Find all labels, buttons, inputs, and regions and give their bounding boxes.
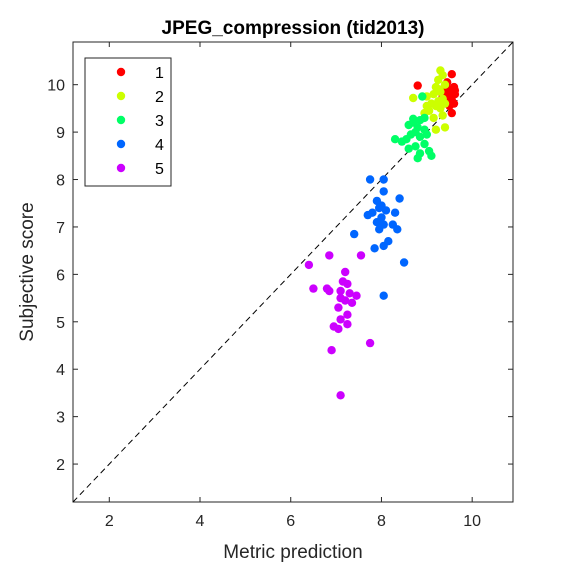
data-point: [375, 203, 384, 213]
data-point: [363, 210, 372, 220]
x-tick-label: 6: [286, 513, 295, 530]
y-tick-label: 5: [56, 315, 65, 332]
data-point: [418, 92, 427, 101]
data-point: [365, 175, 375, 184]
data-point: [309, 284, 318, 293]
data-point: [347, 298, 357, 307]
data-point: [379, 187, 388, 196]
y-tick-label: 9: [56, 125, 65, 142]
data-point: [397, 137, 407, 146]
y-tick-label: 2: [56, 457, 65, 474]
data-point: [390, 135, 400, 144]
data-point: [435, 85, 444, 94]
data-point: [422, 130, 431, 139]
data-point: [350, 229, 359, 239]
legend-marker: [116, 163, 126, 173]
data-point: [436, 104, 445, 113]
reference-line: [72, 41, 514, 503]
data-point: [413, 81, 422, 90]
data-point: [381, 206, 391, 215]
data-point: [341, 296, 350, 305]
data-point: [304, 260, 314, 270]
data-point: [415, 132, 425, 141]
legend-marker: [116, 139, 126, 149]
legend-box: [84, 57, 172, 187]
data-point: [429, 90, 438, 99]
legend-label: 1: [155, 65, 164, 82]
data-point: [352, 291, 361, 300]
data-point: [336, 315, 345, 324]
x-axis-label: Metric prediction: [223, 542, 362, 563]
y-axis-label: Subjective score: [17, 202, 38, 341]
data-point: [395, 194, 404, 203]
y-tick-label: 10: [47, 78, 65, 95]
x-tick-label: 2: [105, 513, 114, 530]
data-point: [370, 244, 379, 253]
data-point: [434, 75, 443, 85]
data-point: [420, 139, 429, 149]
data-point: [411, 142, 420, 151]
legend-marker: [116, 91, 126, 101]
data-point: [422, 101, 431, 111]
y-tick-label: 4: [56, 362, 65, 379]
data-point: [379, 175, 388, 184]
data-point: [399, 258, 409, 267]
data-point: [404, 120, 413, 130]
legend-label: 3: [155, 113, 164, 130]
data-point: [327, 346, 336, 355]
data-point: [429, 113, 438, 123]
legend-label: 2: [155, 89, 164, 106]
y-tick-label: 3: [56, 410, 65, 427]
data-point: [365, 338, 375, 348]
data-point: [440, 80, 450, 89]
x-tick-label: 8: [377, 513, 386, 530]
series-2: [409, 66, 450, 134]
x-tick-label: 10: [463, 513, 481, 530]
legend-marker: [116, 67, 126, 77]
data-point: [447, 70, 456, 79]
legend-label: 5: [155, 161, 164, 178]
data-point: [336, 286, 345, 296]
data-point: [393, 225, 402, 234]
data-point: [343, 320, 352, 329]
series-3: [390, 92, 436, 163]
data-point: [325, 251, 334, 260]
data-point: [341, 267, 350, 277]
data-point: [356, 251, 366, 260]
data-point: [334, 324, 343, 334]
data-point: [325, 286, 334, 296]
data-point: [372, 218, 382, 227]
data-point: [409, 93, 418, 103]
data-point: [379, 291, 388, 300]
data-point: [440, 123, 450, 132]
data-point: [409, 114, 418, 124]
data-point: [450, 86, 460, 95]
data-point: [343, 310, 352, 319]
data-point: [404, 144, 413, 153]
data-point: [375, 225, 384, 234]
data-point: [379, 241, 388, 251]
x-tick-label: 4: [196, 513, 205, 530]
data-point: [413, 154, 422, 163]
legend-marker: [116, 115, 126, 125]
data-point: [415, 116, 425, 125]
y-tick-label: 8: [56, 173, 65, 190]
legend: 1 2 3 4 5: [84, 57, 172, 187]
y-tick-label: 6: [56, 267, 65, 284]
data-point: [334, 303, 343, 312]
data-point: [343, 279, 352, 289]
y-tick-label: 7: [56, 220, 65, 237]
data-point: [336, 391, 345, 400]
data-point: [447, 108, 456, 118]
data-point: [427, 151, 436, 160]
series-4: [350, 175, 409, 300]
chart-title: JPEG_compression (tid2013): [162, 18, 425, 39]
series-5: [304, 251, 375, 400]
data-point: [390, 208, 400, 217]
data-point: [345, 289, 354, 298]
legend-label: 4: [155, 137, 164, 154]
data-point: [438, 111, 447, 120]
data-point: [431, 125, 441, 134]
